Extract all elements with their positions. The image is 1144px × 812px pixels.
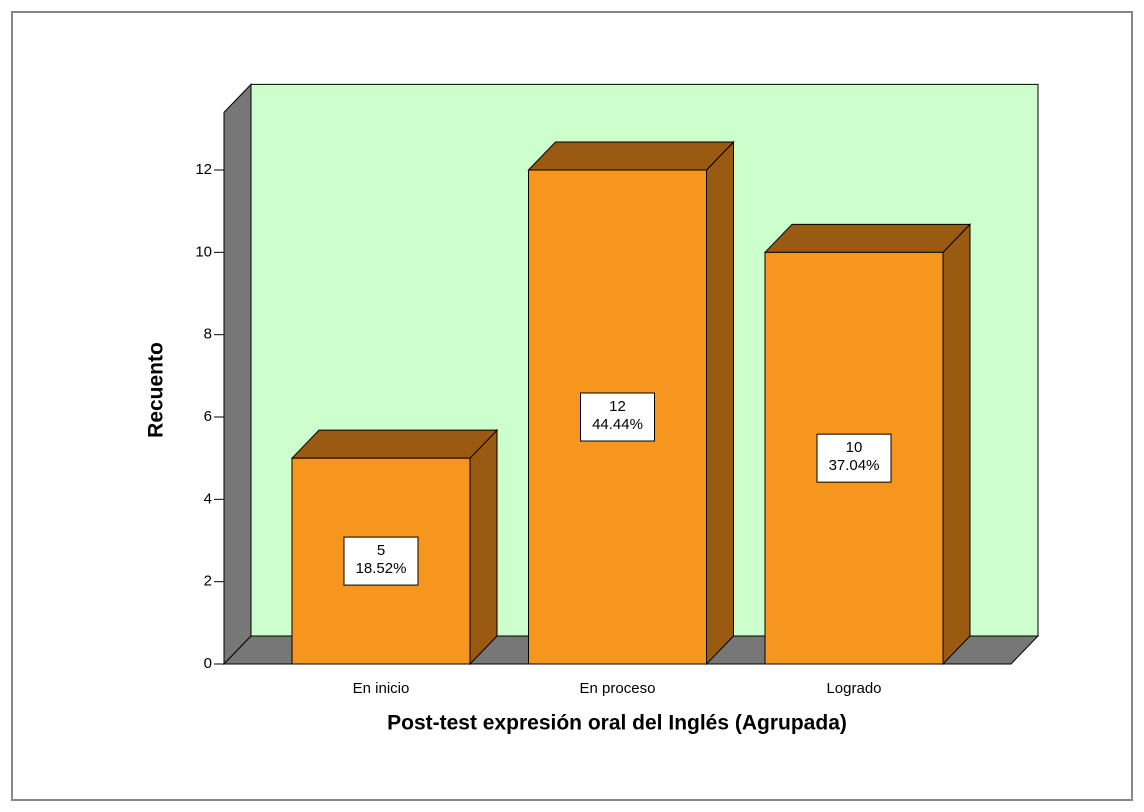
value-label-box [580,392,655,442]
bar-side [469,428,498,666]
value-label: 5 [377,542,385,559]
value-label: 10 [846,439,863,456]
x-axis-title: Post-test expresión oral del Inglés (Agr… [387,712,847,735]
y-tick-label: 10 [195,243,212,260]
x-tick-label: En inicio [353,680,410,697]
x-tick-label: En proceso [580,680,656,697]
bar-top [763,223,972,253]
value-label-box [343,536,419,586]
y-tick-label: 0 [204,655,212,672]
y-axis-title: Recuento [145,342,168,438]
bar-side [942,223,971,666]
bar-top [290,429,499,459]
value-label-box [816,433,892,483]
percentage-label: 44.44% [592,416,643,433]
y-tick-label: 8 [204,326,212,343]
y-tick-label: 6 [204,408,212,425]
x-tick-label: Logrado [826,680,881,697]
left-wall [223,83,252,666]
percentage-label: 18.52% [356,560,407,577]
bar-top [527,141,735,171]
y-tick-label: 2 [204,573,212,590]
bar-side [706,140,734,666]
value-label: 12 [609,398,626,415]
percentage-label: 37.04% [829,457,880,474]
y-tick-label: 12 [195,161,212,178]
y-tick-label: 4 [204,490,212,507]
